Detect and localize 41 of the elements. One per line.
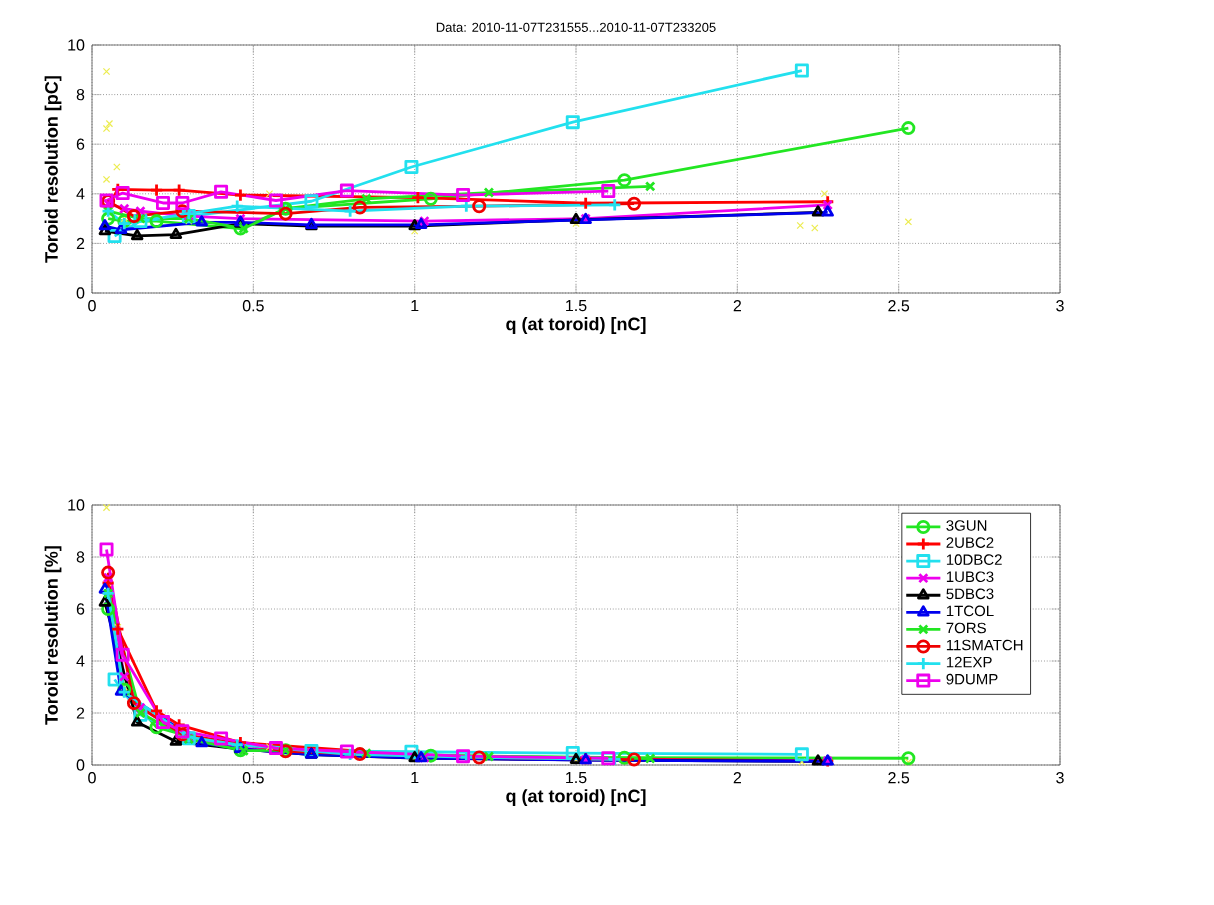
legend-label: 11SMATCH: [946, 639, 1023, 651]
y-tick-label: 6: [76, 603, 85, 615]
legend-label: 10DBC2: [946, 554, 1002, 565]
y-tick-label: 6: [76, 138, 85, 150]
legend-label: 12EXP: [946, 656, 992, 668]
y-axis-title: Toroid resolution [%]: [44, 546, 62, 725]
legend-label: 3GUN: [946, 520, 987, 531]
x-tick-label: 1: [411, 772, 419, 784]
legend-label: 1UBC3: [946, 571, 994, 583]
x-tick-label: 0: [88, 772, 96, 784]
x-tick-label: 0.5: [242, 300, 264, 312]
y-tick-label: 10: [68, 499, 85, 511]
x-tick-label: 2: [733, 772, 741, 784]
legend-label: 7ORS: [946, 622, 986, 634]
y-tick-label: 0: [76, 759, 85, 771]
y-tick-label: 0: [76, 287, 85, 299]
x-tick-label: 2.5: [888, 772, 910, 784]
y-tick-label: 2: [76, 707, 85, 719]
y-axis-title: Toroid resolution [pC]: [44, 76, 62, 263]
x-tick-label: 0: [88, 300, 96, 312]
y-tick-label: 8: [76, 551, 85, 563]
legend-label: 9DUMP: [946, 673, 998, 685]
legend-label: 2UBC2: [946, 537, 994, 548]
y-tick-label: 2: [76, 237, 85, 249]
x-tick-label: 1: [411, 300, 419, 312]
legend-label: 1TCOL: [946, 605, 994, 617]
y-tick-label: 4: [76, 655, 85, 667]
x-tick-label: 2.5: [888, 300, 910, 312]
x-tick-label: 2: [733, 300, 741, 312]
x-tick-label: 3: [1056, 772, 1064, 784]
y-tick-label: 8: [76, 88, 85, 101]
x-tick-label: 3: [1056, 300, 1064, 312]
x-axis-title: q (at toroid) [nC]: [506, 789, 646, 806]
x-tick-label: 1.5: [566, 300, 587, 312]
y-tick-label: 10: [68, 39, 85, 51]
legend-label: 5DBC3: [946, 588, 994, 600]
y-tick-label: 4: [76, 188, 85, 200]
x-axis-title: q (at toroid) [nC]: [506, 317, 646, 334]
x-tick-label: 1.5: [566, 772, 587, 784]
chart-title: Data: 2010-11-07T231555...2010-11-07T233205: [436, 22, 716, 32]
x-tick-label: 0.5: [242, 772, 264, 784]
